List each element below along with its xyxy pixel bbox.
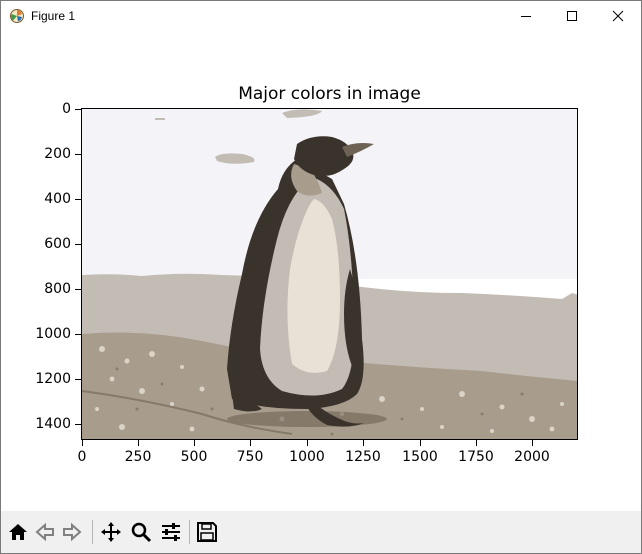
figure-canvas[interactable]: Major colors in image bbox=[1, 31, 641, 511]
forward-button[interactable] bbox=[59, 519, 85, 545]
minimize-icon bbox=[521, 16, 531, 17]
x-tick bbox=[420, 440, 421, 446]
y-tick bbox=[75, 109, 81, 110]
y-tick bbox=[75, 154, 81, 155]
y-tick bbox=[75, 199, 81, 200]
y-tick-label: 1400 bbox=[35, 416, 71, 432]
x-tick-label: 1500 bbox=[402, 449, 438, 465]
zoom-button[interactable] bbox=[128, 519, 154, 545]
x-tick bbox=[532, 440, 533, 446]
toolbar-separator bbox=[92, 520, 93, 544]
x-tick bbox=[476, 440, 477, 446]
y-tick-label: 800 bbox=[44, 281, 71, 297]
x-tick bbox=[194, 440, 195, 446]
x-tick bbox=[307, 440, 308, 446]
x-tick-label: 250 bbox=[124, 449, 152, 465]
image-axes[interactable] bbox=[81, 108, 578, 440]
home-button[interactable] bbox=[5, 519, 31, 545]
back-icon bbox=[35, 522, 54, 542]
forward-icon bbox=[63, 522, 82, 542]
x-tick-label: 2000 bbox=[514, 449, 550, 465]
close-icon bbox=[612, 10, 624, 22]
home-icon bbox=[9, 524, 27, 540]
window-title: Figure 1 bbox=[31, 9, 76, 23]
y-tick bbox=[75, 244, 81, 245]
y-tick-label: 0 bbox=[62, 101, 71, 117]
x-tick-label: 1250 bbox=[345, 449, 381, 465]
penguin-quantized-image bbox=[82, 109, 577, 439]
pan-button[interactable] bbox=[98, 519, 124, 545]
y-tick bbox=[75, 334, 81, 335]
x-tick bbox=[250, 440, 251, 446]
y-tick-label: 1000 bbox=[35, 326, 71, 342]
y-tick bbox=[75, 289, 81, 290]
y-tick bbox=[75, 379, 81, 380]
x-tick-label: 1750 bbox=[458, 449, 494, 465]
configure-subplots-icon bbox=[162, 523, 180, 541]
x-tick bbox=[82, 440, 83, 446]
back-button[interactable] bbox=[32, 519, 58, 545]
x-tick-label: 0 bbox=[77, 449, 87, 465]
zoom-icon bbox=[131, 522, 152, 543]
matplotlib-app-icon bbox=[10, 9, 24, 23]
y-tick bbox=[75, 424, 81, 425]
maximize-button[interactable] bbox=[549, 1, 595, 31]
y-tick-label: 600 bbox=[44, 236, 71, 252]
plot-title: Major colors in image bbox=[238, 84, 421, 104]
save-button[interactable] bbox=[194, 519, 220, 545]
navigation-toolbar bbox=[1, 511, 641, 553]
maximize-icon bbox=[567, 11, 577, 21]
toolbar-separator bbox=[189, 520, 190, 544]
x-tick bbox=[138, 440, 139, 446]
y-tick-label: 200 bbox=[44, 146, 71, 162]
y-tick-label: 400 bbox=[44, 191, 71, 207]
close-button[interactable] bbox=[595, 1, 641, 31]
x-tick-label: 500 bbox=[180, 449, 208, 465]
save-icon bbox=[197, 522, 217, 542]
pan-icon bbox=[101, 522, 121, 542]
y-tick-label: 1200 bbox=[35, 371, 71, 387]
x-tick bbox=[363, 440, 364, 446]
x-tick-label: 1000 bbox=[289, 449, 325, 465]
minimize-button[interactable] bbox=[503, 1, 549, 31]
x-tick-label: 750 bbox=[236, 449, 264, 465]
configure-subplots-button[interactable] bbox=[158, 519, 184, 545]
title-bar[interactable]: Figure 1 bbox=[1, 1, 641, 31]
